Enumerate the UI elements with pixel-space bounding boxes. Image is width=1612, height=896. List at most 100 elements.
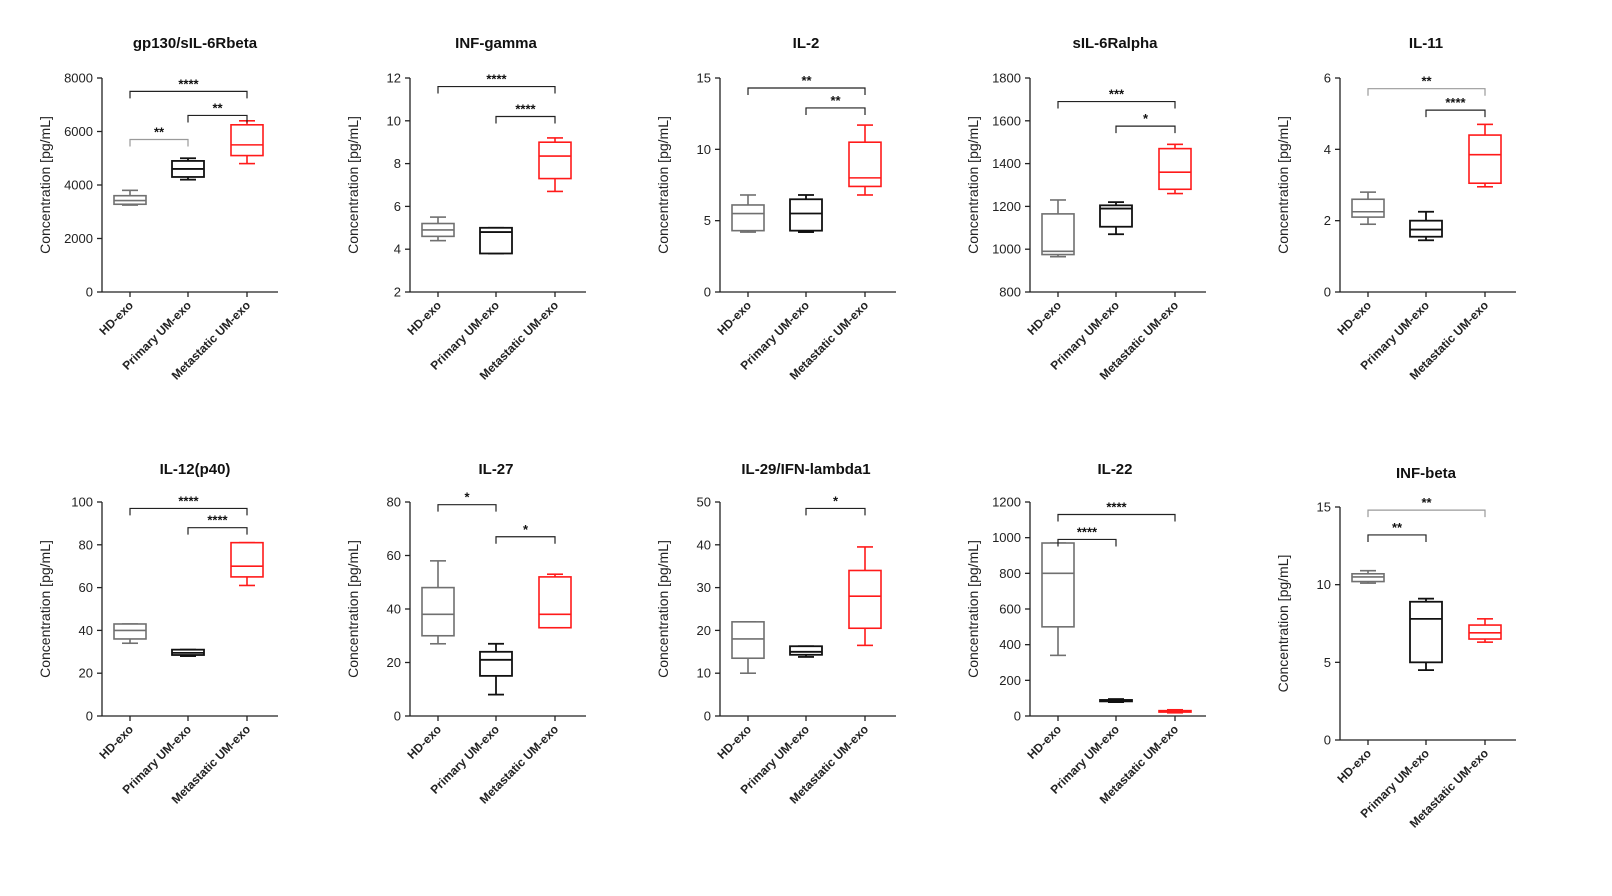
- y-tick-label: 100: [71, 495, 93, 510]
- significance-label: **: [830, 93, 841, 108]
- significance-bracket: [1057, 513, 1176, 522]
- significance-bracket: [805, 507, 866, 516]
- box-1: [1351, 569, 1385, 584]
- significance-bracket: [805, 107, 866, 115]
- box-iqr: [230, 124, 264, 157]
- y-tick-label: 1200: [992, 199, 1021, 214]
- y-axis-label: Concentration [pg/mL]: [965, 116, 981, 254]
- y-tick-label: 2000: [64, 231, 93, 246]
- box-iqr: [1351, 198, 1385, 218]
- significance-bracket: [129, 507, 248, 516]
- y-tick-label: 800: [999, 285, 1021, 300]
- significance-label: *: [523, 522, 529, 537]
- x-category-label: HD-exo: [1025, 298, 1065, 338]
- box-iqr: [1041, 213, 1075, 256]
- y-axis-label: Concentration [pg/mL]: [655, 540, 671, 678]
- y-axis-label: Concentration [pg/mL]: [1275, 555, 1291, 693]
- significance-label: ****: [486, 72, 507, 87]
- y-tick-label: 6000: [64, 124, 93, 139]
- box-iqr: [731, 204, 765, 232]
- significance-bracket: [129, 90, 248, 99]
- x-category-label: HD-exo: [1025, 722, 1065, 762]
- box-1: [421, 560, 455, 645]
- y-tick-label: 1600: [992, 113, 1021, 128]
- box-iqr: [848, 141, 882, 188]
- y-tick-label: 0: [86, 709, 93, 724]
- box-1: [1041, 199, 1075, 258]
- box-iqr: [538, 141, 572, 180]
- box-iqr: [421, 586, 455, 637]
- box-2: [1409, 210, 1443, 242]
- y-tick-label: 0: [1324, 733, 1331, 748]
- y-tick-label: 40: [697, 537, 711, 552]
- x-category-label: HD-exo: [97, 722, 137, 762]
- box-iqr: [731, 621, 765, 660]
- y-tick-label: 20: [79, 666, 93, 681]
- x-category-label: HD-exo: [715, 722, 755, 762]
- y-tick-label: 0: [394, 709, 401, 724]
- chart-panel-10: INF-beta Concentration [pg/mL] 0 5 10 15 HD-ex…: [1275, 465, 1516, 831]
- significance-label: ****: [1077, 524, 1098, 539]
- significance-label: ****: [207, 513, 228, 528]
- x-category-label: HD-exo: [1335, 298, 1375, 338]
- y-tick-label: 4000: [64, 178, 93, 193]
- chart-title: INF-gamma: [455, 35, 537, 52]
- significance-bracket: [187, 114, 248, 123]
- box-iqr: [789, 645, 823, 656]
- box-2: [789, 645, 823, 658]
- significance-bracket: [747, 87, 866, 95]
- y-tick-label: 60: [387, 548, 401, 563]
- x-category-label: HD-exo: [1335, 746, 1375, 786]
- y-tick-label: 4: [1324, 142, 1331, 157]
- significance-bracket: [1057, 100, 1176, 109]
- y-tick-label: 30: [697, 580, 711, 595]
- y-tick-label: 0: [704, 285, 711, 300]
- box-iqr: [1468, 134, 1502, 185]
- significance-bracket: [1367, 534, 1427, 542]
- box-3: [538, 573, 572, 629]
- y-tick-label: 60: [79, 580, 93, 595]
- box-2: [1099, 201, 1133, 236]
- box-1: [421, 216, 455, 242]
- chart-title: IL-12(p40): [160, 461, 231, 478]
- chart-title: IL-2: [793, 35, 820, 52]
- x-category-label: HD-exo: [405, 722, 445, 762]
- y-axis-label: Concentration [pg/mL]: [655, 116, 671, 254]
- box-2: [789, 194, 823, 233]
- y-tick-label: 600: [999, 602, 1021, 617]
- y-tick-label: 20: [387, 655, 401, 670]
- y-tick-label: 40: [79, 623, 93, 638]
- y-axis-label: Concentration [pg/mL]: [345, 540, 361, 678]
- chart-panel-2: INF-gamma Concentration [pg/mL] 2 4 6 8 10 12 HD…: [345, 35, 586, 383]
- box-3: [848, 546, 882, 647]
- box-iqr: [538, 576, 572, 629]
- chart-title: IL-29/IFN-lambda1: [741, 461, 870, 478]
- box-2: [1409, 597, 1443, 671]
- y-axis-label: Concentration [pg/mL]: [1275, 116, 1291, 254]
- y-axis-label: Concentration [pg/mL]: [965, 540, 981, 678]
- significance-label: **: [801, 73, 812, 88]
- y-tick-label: 4: [394, 242, 401, 257]
- significance-bracket: [1425, 109, 1486, 118]
- y-tick-label: 6: [1324, 71, 1331, 86]
- box-1: [731, 194, 765, 233]
- y-tick-label: 40: [387, 602, 401, 617]
- y-tick-label: 5: [1324, 655, 1331, 670]
- chart-panel-9: IL-22 Concentration [pg/mL] 0 200 400 600 800 1…: [965, 461, 1206, 807]
- chart-title: IL-27: [478, 461, 513, 478]
- chart-panel-4: sIL-6Ralpha Concentration [pg/mL] 800 1000 1…: [965, 35, 1206, 383]
- significance-bracket: [129, 138, 189, 147]
- y-tick-label: 1200: [992, 495, 1021, 510]
- y-tick-label: 10: [387, 113, 401, 128]
- y-tick-label: 80: [387, 495, 401, 510]
- box-3: [230, 120, 264, 165]
- y-tick-label: 1000: [992, 530, 1021, 545]
- significance-bracket: [1115, 125, 1176, 134]
- x-category-label: HD-exo: [97, 298, 137, 338]
- y-tick-label: 200: [999, 673, 1021, 688]
- box-iqr: [848, 569, 882, 630]
- y-tick-label: 50: [697, 495, 711, 510]
- box-3: [1158, 708, 1192, 714]
- box-2: [171, 157, 205, 181]
- chart-title: sIL-6Ralpha: [1072, 35, 1158, 52]
